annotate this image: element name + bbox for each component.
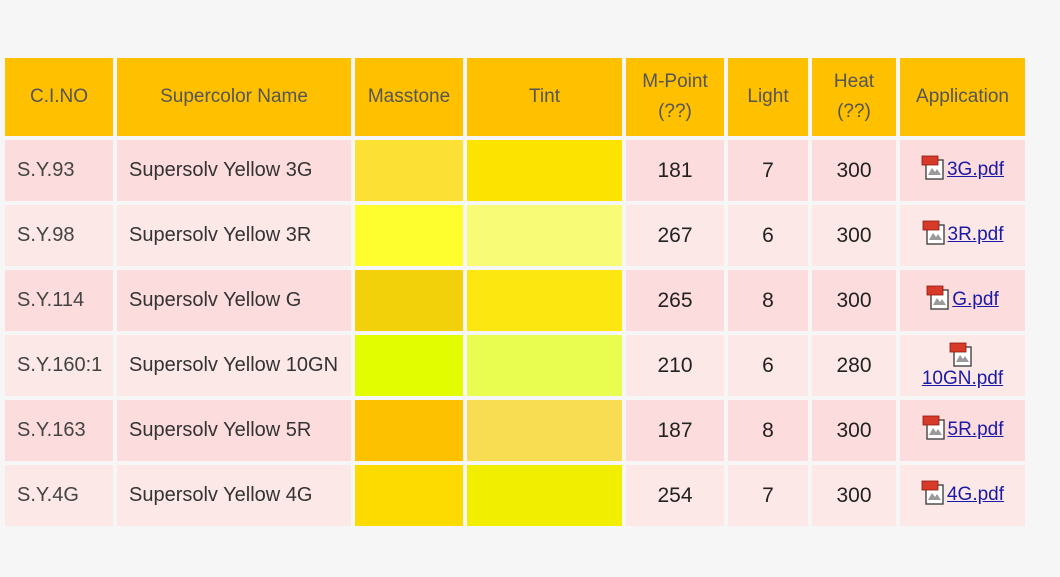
cell-mpoint: 267 bbox=[626, 205, 724, 266]
cell-light: 7 bbox=[728, 140, 808, 201]
pdf-file-icon bbox=[950, 342, 973, 367]
pdf-download-link[interactable]: 4G.pdf bbox=[921, 480, 1004, 506]
masstone-swatch bbox=[355, 335, 463, 396]
pdf-download-link[interactable]: G.pdf bbox=[926, 285, 999, 311]
masstone-swatch bbox=[355, 140, 463, 201]
cell-cino: S.Y.93 bbox=[5, 140, 113, 201]
cell-name: Supersolv Yellow 3R bbox=[117, 205, 351, 266]
cell-light: 7 bbox=[728, 465, 808, 526]
cell-application: 4G.pdf bbox=[900, 465, 1025, 526]
tint-swatch bbox=[467, 270, 622, 331]
cell-name: Supersolv Yellow G bbox=[117, 270, 351, 331]
cell-mpoint: 210 bbox=[626, 335, 724, 396]
tint-swatch bbox=[467, 400, 622, 461]
cell-cino: S.Y.114 bbox=[5, 270, 113, 331]
pdf-link-text[interactable]: 10GN.pdf bbox=[921, 367, 1004, 389]
cell-cino: S.Y.98 bbox=[5, 205, 113, 266]
tint-swatch bbox=[467, 465, 622, 526]
header-cino: C.I.NO bbox=[5, 58, 113, 136]
masstone-swatch bbox=[355, 270, 463, 331]
header-heat-line2: (??) bbox=[837, 101, 871, 122]
supercolor-table: C.I.NO Supercolor Name Masstone Tint M-P… bbox=[1, 54, 1029, 530]
cell-heat: 300 bbox=[812, 270, 896, 331]
header-heat-line1: Heat bbox=[833, 71, 875, 92]
table-row: S.Y.160:1 Supersolv Yellow 10GN 210 6 280 10G… bbox=[5, 335, 1025, 396]
cell-light: 6 bbox=[728, 335, 808, 396]
header-mpoint-line2: (??) bbox=[658, 101, 692, 122]
pdf-link-text[interactable]: 3G.pdf bbox=[946, 158, 1005, 180]
tint-swatch bbox=[467, 205, 622, 266]
table-body: S.Y.93 Supersolv Yellow 3G 181 7 300 3G.pdf S.… bbox=[5, 140, 1025, 526]
cell-cino: S.Y.4G bbox=[5, 465, 113, 526]
masstone-swatch bbox=[355, 465, 463, 526]
cell-name: Supersolv Yellow 4G bbox=[117, 465, 351, 526]
tint-swatch bbox=[467, 140, 622, 201]
table-header-row: C.I.NO Supercolor Name Masstone Tint M-P… bbox=[5, 58, 1025, 136]
pdf-file-icon bbox=[922, 220, 945, 245]
cell-mpoint: 265 bbox=[626, 270, 724, 331]
header-mpoint: M-Point (??) bbox=[626, 58, 724, 136]
cell-heat: 300 bbox=[812, 465, 896, 526]
table-row: S.Y.98 Supersolv Yellow 3R 267 6 300 3R.pdf bbox=[5, 205, 1025, 266]
pdf-link-text[interactable]: 5R.pdf bbox=[947, 418, 1004, 440]
cell-heat: 300 bbox=[812, 205, 896, 266]
cell-cino: S.Y.163 bbox=[5, 400, 113, 461]
cell-name: Supersolv Yellow 3G bbox=[117, 140, 351, 201]
cell-application: 3R.pdf bbox=[900, 205, 1025, 266]
table-row: S.Y.114 Supersolv Yellow G 265 8 300 G.pdf bbox=[5, 270, 1025, 331]
pdf-download-link[interactable]: 10GN.pdf bbox=[922, 342, 1003, 390]
header-masstone: Masstone bbox=[355, 58, 463, 136]
header-application: Application bbox=[900, 58, 1025, 136]
cell-heat: 280 bbox=[812, 335, 896, 396]
pdf-file-icon bbox=[922, 415, 945, 440]
table-row: S.Y.163 Supersolv Yellow 5R 187 8 300 5R.pdf bbox=[5, 400, 1025, 461]
pdf-link-text[interactable]: 3R.pdf bbox=[947, 223, 1004, 245]
pdf-download-link[interactable]: 5R.pdf bbox=[922, 415, 1004, 441]
pdf-file-icon bbox=[926, 285, 949, 310]
cell-light: 8 bbox=[728, 400, 808, 461]
cell-mpoint: 187 bbox=[626, 400, 724, 461]
pdf-download-link[interactable]: 3G.pdf bbox=[921, 155, 1004, 181]
masstone-swatch bbox=[355, 400, 463, 461]
cell-heat: 300 bbox=[812, 140, 896, 201]
cell-mpoint: 254 bbox=[626, 465, 724, 526]
cell-name: Supersolv Yellow 10GN bbox=[117, 335, 351, 396]
masstone-swatch bbox=[355, 205, 463, 266]
table-row: S.Y.93 Supersolv Yellow 3G 181 7 300 3G.pdf bbox=[5, 140, 1025, 201]
header-name: Supercolor Name bbox=[117, 58, 351, 136]
pdf-file-icon bbox=[921, 480, 944, 505]
header-light: Light bbox=[728, 58, 808, 136]
header-mpoint-line1: M-Point bbox=[642, 71, 708, 92]
header-tint: Tint bbox=[467, 58, 622, 136]
pdf-link-text[interactable]: G.pdf bbox=[952, 288, 999, 310]
cell-application: 3G.pdf bbox=[900, 140, 1025, 201]
pdf-download-link[interactable]: 3R.pdf bbox=[922, 220, 1004, 246]
cell-name: Supersolv Yellow 5R bbox=[117, 400, 351, 461]
pdf-link-text[interactable]: 4G.pdf bbox=[946, 483, 1005, 505]
cell-cino: S.Y.160:1 bbox=[5, 335, 113, 396]
cell-light: 6 bbox=[728, 205, 808, 266]
cell-light: 8 bbox=[728, 270, 808, 331]
cell-application: 5R.pdf bbox=[900, 400, 1025, 461]
cell-application: 10GN.pdf bbox=[900, 335, 1025, 396]
cell-application: G.pdf bbox=[900, 270, 1025, 331]
table-row: S.Y.4G Supersolv Yellow 4G 254 7 300 4G.pdf bbox=[5, 465, 1025, 526]
cell-mpoint: 181 bbox=[626, 140, 724, 201]
header-heat: Heat (??) bbox=[812, 58, 896, 136]
pdf-file-icon bbox=[921, 155, 944, 180]
tint-swatch bbox=[467, 335, 622, 396]
cell-heat: 300 bbox=[812, 400, 896, 461]
